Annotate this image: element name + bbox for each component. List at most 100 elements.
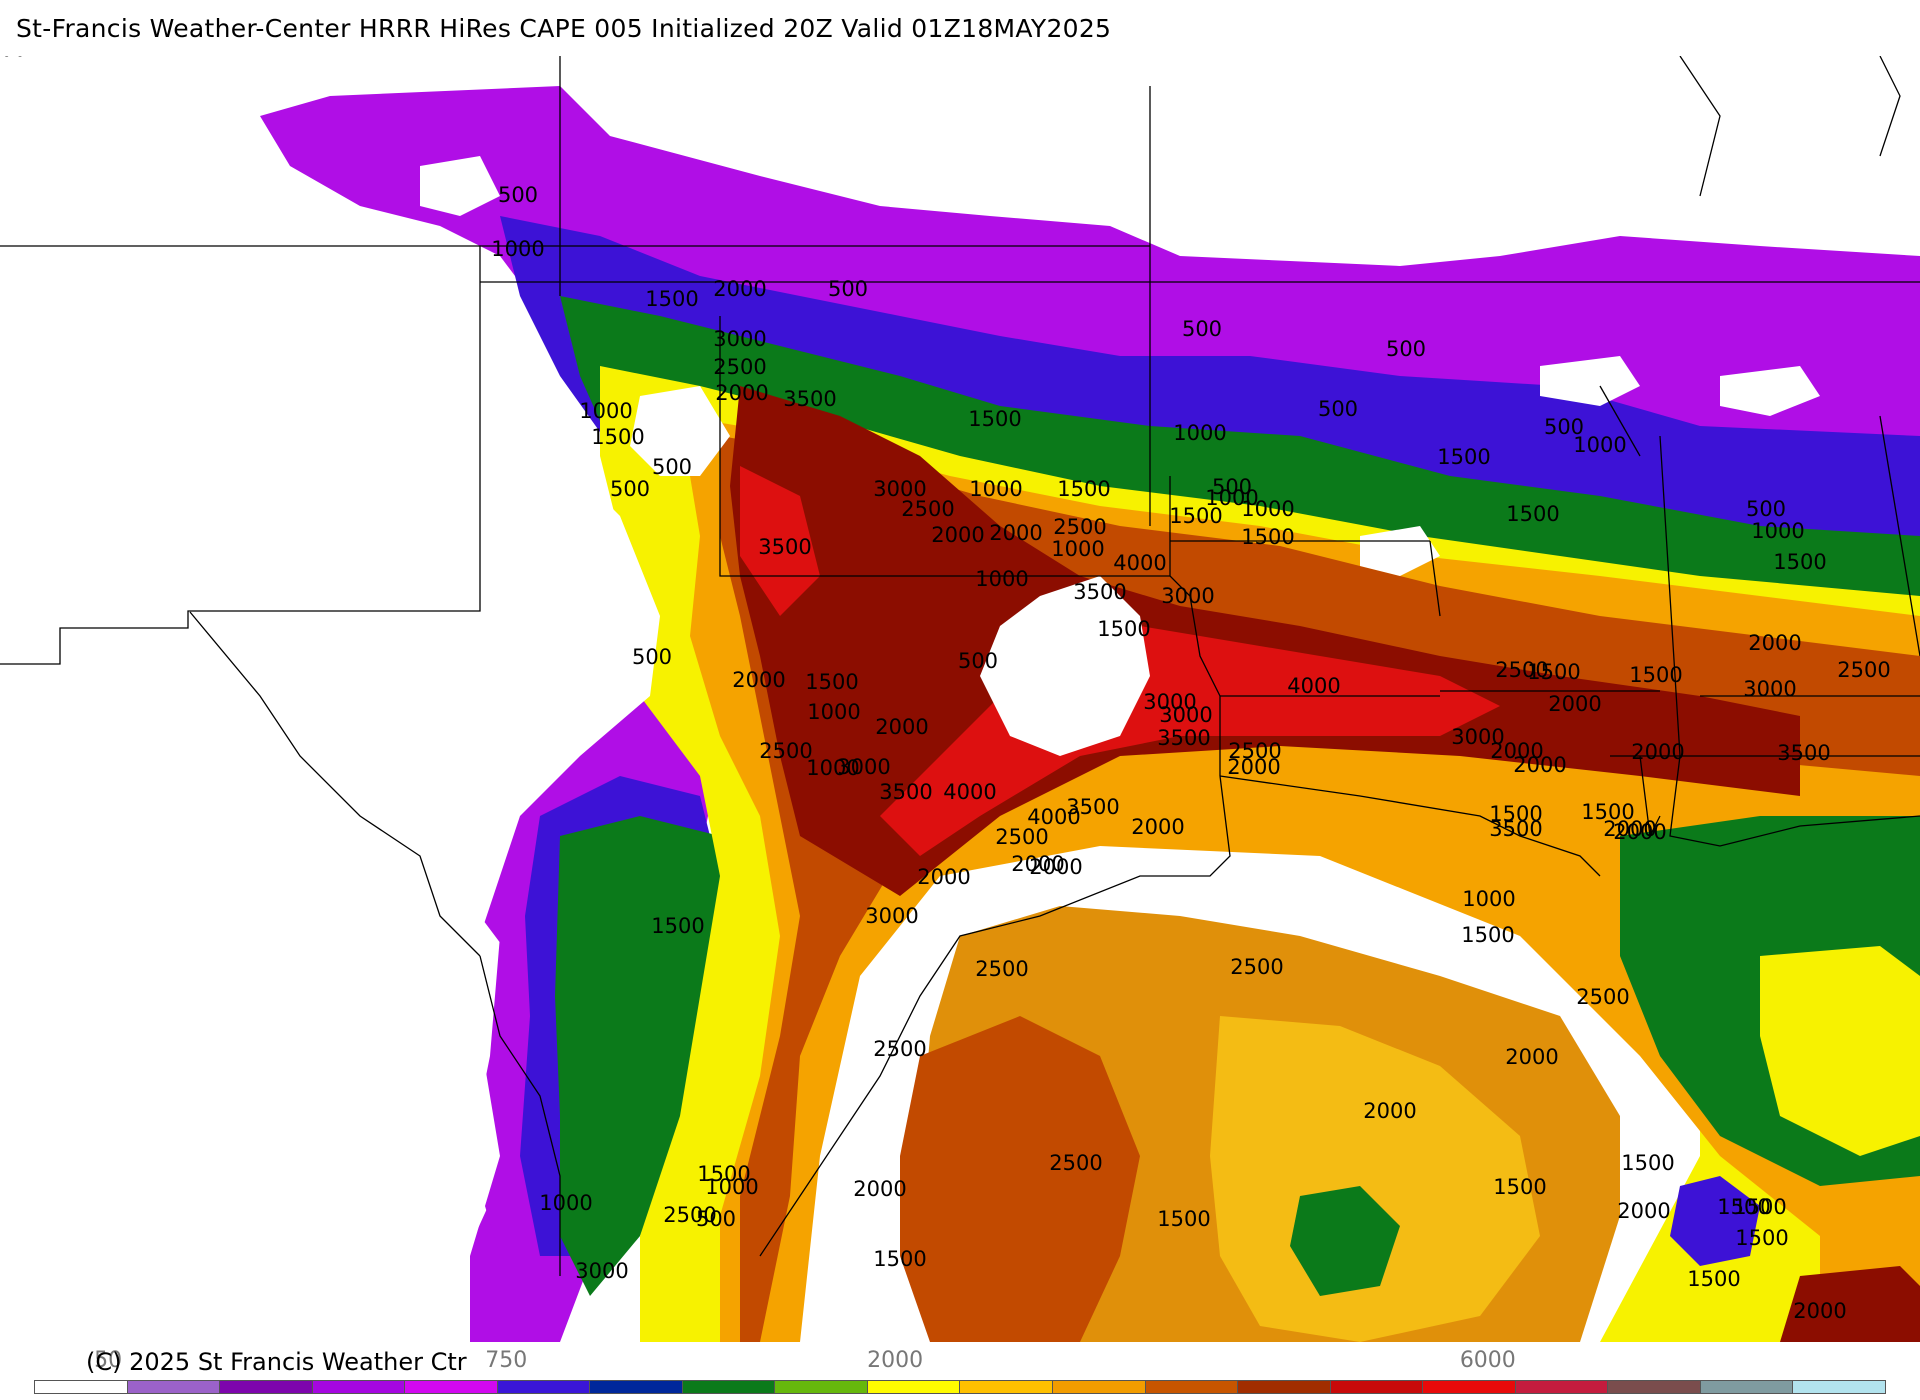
cape-map: 500 1000 1500 2000 500 3000 2500 2000 3500 1000 15… [0,56,1920,1342]
contour-label: 3500 [1066,795,1119,819]
contour-label: 1000 [1751,519,1804,543]
contour-label: 1500 [805,670,858,694]
white-hole-nebraska [630,386,730,476]
contour-label: 2000 [0,56,27,61]
colorbar-swatch [405,1381,498,1393]
contour-label: 3000 [837,755,890,779]
contour-label: 3500 [1489,817,1542,841]
white-hole-ne1 [1360,526,1440,576]
contour-label: 2500 [1049,1151,1102,1175]
colorbar-swatch [312,1381,406,1393]
contour-label: 1000 [806,756,859,780]
contour-label: 1000 [491,237,544,261]
contour-label: 1500 [1097,617,1150,641]
contour-label: 2000 [1631,740,1684,764]
colorbar-swatch [1330,1381,1424,1393]
contour-label: 2500 [1228,739,1281,763]
contour-label: 1500 [1057,477,1110,501]
contour-label: 2500 [975,957,1028,981]
contour-label: 2000 [1029,855,1082,879]
contour-label: 2000 [732,668,785,692]
contour-label: 4000 [1287,674,1340,698]
contour-label: 1500 [1717,1195,1770,1219]
contour-label: 500 [1318,397,1358,421]
colorbar-swatch [127,1381,221,1393]
colorbar-swatch [35,1381,128,1393]
contour-label: 1500 [651,914,704,938]
colorbar-swatch [775,1381,868,1393]
contour-label: 2000 [1490,739,1543,763]
contour-label: 1500 [1489,802,1542,826]
contour-label: 3500 [1073,580,1126,604]
contour-label: 3000 [865,904,918,928]
colorbar-swatch [1515,1381,1609,1393]
contour-label: 500 [1182,317,1222,341]
colorbar-ticks: 50 750 2000 6000 [34,1344,1886,1380]
ne-blank-region [1130,56,1920,256]
contour-label: 1500 [591,425,644,449]
contour-label: 3000 [0,56,27,61]
white-hole-north1 [420,156,500,216]
contour-label: 3500 [1777,741,1830,765]
contour-label: 1500 [1735,1226,1788,1250]
contour-label: 500 [632,645,672,669]
contour-label: 2500 [1576,985,1629,1009]
contour-label: 2000 [713,277,766,301]
contour-label: 1500 [645,287,698,311]
contour-label: 1500 [1437,445,1490,469]
gulf-green-patch [1290,1186,1400,1296]
contour-label: 1000 [969,477,1022,501]
gulf-brown-field [900,1016,1140,1342]
contour-label: 2000 [917,865,970,889]
colorbar-swatch [867,1381,961,1393]
contour-label: 1500 [1733,1195,1786,1219]
contour-label: 1000 [1051,537,1104,561]
contour-label: 2000 [875,715,928,739]
contour-label: 1000 [705,1175,758,1199]
contour-label: 2500 [901,497,954,521]
map-title: St-Francis Weather-Center HRRR HiRes CAP… [16,14,1112,43]
contour-label: 4000 [943,780,996,804]
white-hole-ne2 [1540,356,1640,406]
contour-label: 3500 [1157,726,1210,750]
contour-label: 2000 [1617,1199,1670,1223]
colorbar-swatch [1053,1381,1146,1393]
contour-label: 500 [1386,337,1426,361]
contour-label: 2500 [873,1037,926,1061]
contour-label: 1500 [1581,800,1634,824]
contour-label: 1500 [1493,1175,1546,1199]
contour-label: 1000 [1241,497,1294,521]
contour-label: 1500 [1241,525,1294,549]
contour-label: 4000 [1113,551,1166,575]
contour-label: 2000 [1748,631,1801,655]
contour-label: 500 [1212,475,1252,499]
colorbar-tick: 2000 [867,1348,924,1373]
colorbar-tick: 6000 [1459,1348,1516,1373]
colorbar-swatch [1423,1381,1516,1393]
colorbar-swatch [497,1381,591,1393]
contour-label: 2000 [1505,1045,1558,1069]
contour-label: 1500 [1621,1151,1674,1175]
contour-label: 1000 [1173,421,1226,445]
contour-label: 500 [610,477,650,501]
contour-label: 3000 [1451,725,1504,749]
contour-label: 500 [498,183,538,207]
contour-label: 2500 [663,1203,716,1227]
copyright-credit: (C) 2025 St Francis Weather Ctr [86,1348,467,1376]
contour-label: 500 [1544,415,1584,439]
gulf-light-field [1210,1016,1540,1342]
colorbar-swatch [1793,1381,1885,1393]
contour-label: 3000 [1161,584,1214,608]
contour-label: 1500 [1773,550,1826,574]
contour-label: 3000 [1143,690,1196,714]
cape-1500-west [555,816,740,1296]
white-hole-kansas [980,576,1150,756]
contour-label: 2000 [1363,1099,1416,1123]
contour-label: 3000 [873,477,926,501]
colorbar-swatch [1608,1381,1701,1393]
contour-label: 1500 [1687,1267,1740,1291]
contour-label: 1000 [975,567,1028,591]
contour-label: 2000 [853,1177,906,1201]
colorbar-swatch [1145,1381,1239,1393]
contour-label: 1500 [1169,504,1222,528]
